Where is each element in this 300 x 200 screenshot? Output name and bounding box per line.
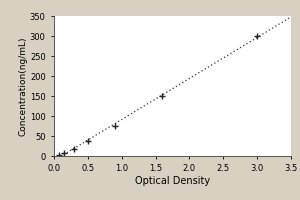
X-axis label: Optical Density: Optical Density [135, 176, 210, 186]
Y-axis label: Concentration(ng/mL): Concentration(ng/mL) [18, 36, 27, 136]
